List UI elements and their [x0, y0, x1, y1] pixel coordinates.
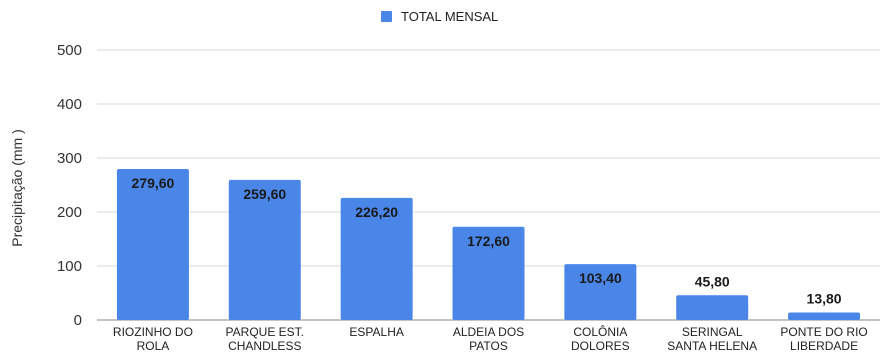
x-tick-label-line: RIOZINHO DO — [113, 325, 193, 339]
x-tick-label-line: CHANDLESS — [228, 339, 301, 353]
legend-swatch — [381, 11, 392, 22]
data-labels: 279,60 259,60 226,20 172,60 103,40 45,80 13,80 — [132, 175, 842, 307]
bar — [116, 169, 189, 320]
bar — [452, 226, 525, 320]
x-tick-label: ALDEIA DOS PATOS — [453, 325, 524, 353]
bar — [228, 179, 301, 320]
x-tick-label-line: PONTE DO RIO — [780, 325, 867, 339]
x-tick-label: COLÔNIA DOLORES — [571, 324, 630, 353]
x-tick-label: ESPALHA — [349, 325, 403, 339]
data-label: 226,20 — [355, 204, 398, 220]
x-tick-label-line: SERINGAL — [682, 325, 743, 339]
legend: TOTAL MENSAL — [381, 9, 498, 24]
y-tick-label: 100 — [57, 258, 82, 275]
y-axis-ticks: 0 100 200 300 400 500 — [57, 42, 82, 329]
x-tick-label-line: ROLA — [137, 339, 170, 353]
data-label: 45,80 — [695, 273, 730, 289]
x-tick-label: RIOZINHO DO ROLA — [113, 325, 193, 353]
y-tick-label: 300 — [57, 150, 82, 167]
bar — [676, 295, 749, 320]
bar — [788, 312, 861, 320]
x-tick-label: PARQUE EST. CHANDLESS — [226, 325, 304, 353]
y-tick-label: 200 — [57, 204, 82, 221]
y-tick-label: 0 — [74, 312, 82, 329]
bar — [340, 197, 413, 320]
data-label: 279,60 — [132, 175, 175, 191]
x-tick-label-line: DOLORES — [571, 339, 630, 353]
data-label: 13,80 — [807, 291, 842, 307]
bar — [564, 264, 637, 320]
x-tick-label: PONTE DO RIO LIBERDADE — [780, 325, 867, 353]
x-tick-label-line: LIBERDADE — [790, 339, 858, 353]
x-axis-labels: RIOZINHO DO ROLA PARQUE EST. CHANDLESS ESPAL… — [113, 324, 868, 353]
y-axis-title: Precipitação (mm ) — [9, 129, 25, 246]
bars — [116, 169, 861, 320]
y-tick-label: 500 — [57, 42, 82, 59]
legend-label: TOTAL MENSAL — [401, 9, 498, 24]
x-tick-label-line: ALDEIA DOS — [453, 325, 524, 339]
x-tick-label-line: COLÔNIA — [573, 324, 627, 339]
x-tick-label: SERINGAL SANTA HELENA — [667, 325, 757, 353]
gridlines — [97, 49, 880, 321]
x-tick-label-line: ESPALHA — [349, 325, 403, 339]
x-tick-label-line: PARQUE EST. — [226, 325, 304, 339]
data-label: 103,40 — [579, 270, 622, 286]
data-label: 259,60 — [243, 186, 286, 202]
data-label: 172,60 — [467, 233, 510, 249]
y-tick-label: 400 — [57, 96, 82, 113]
x-tick-label-line: SANTA HELENA — [667, 339, 757, 353]
x-tick-label-line: PATOS — [469, 339, 508, 353]
